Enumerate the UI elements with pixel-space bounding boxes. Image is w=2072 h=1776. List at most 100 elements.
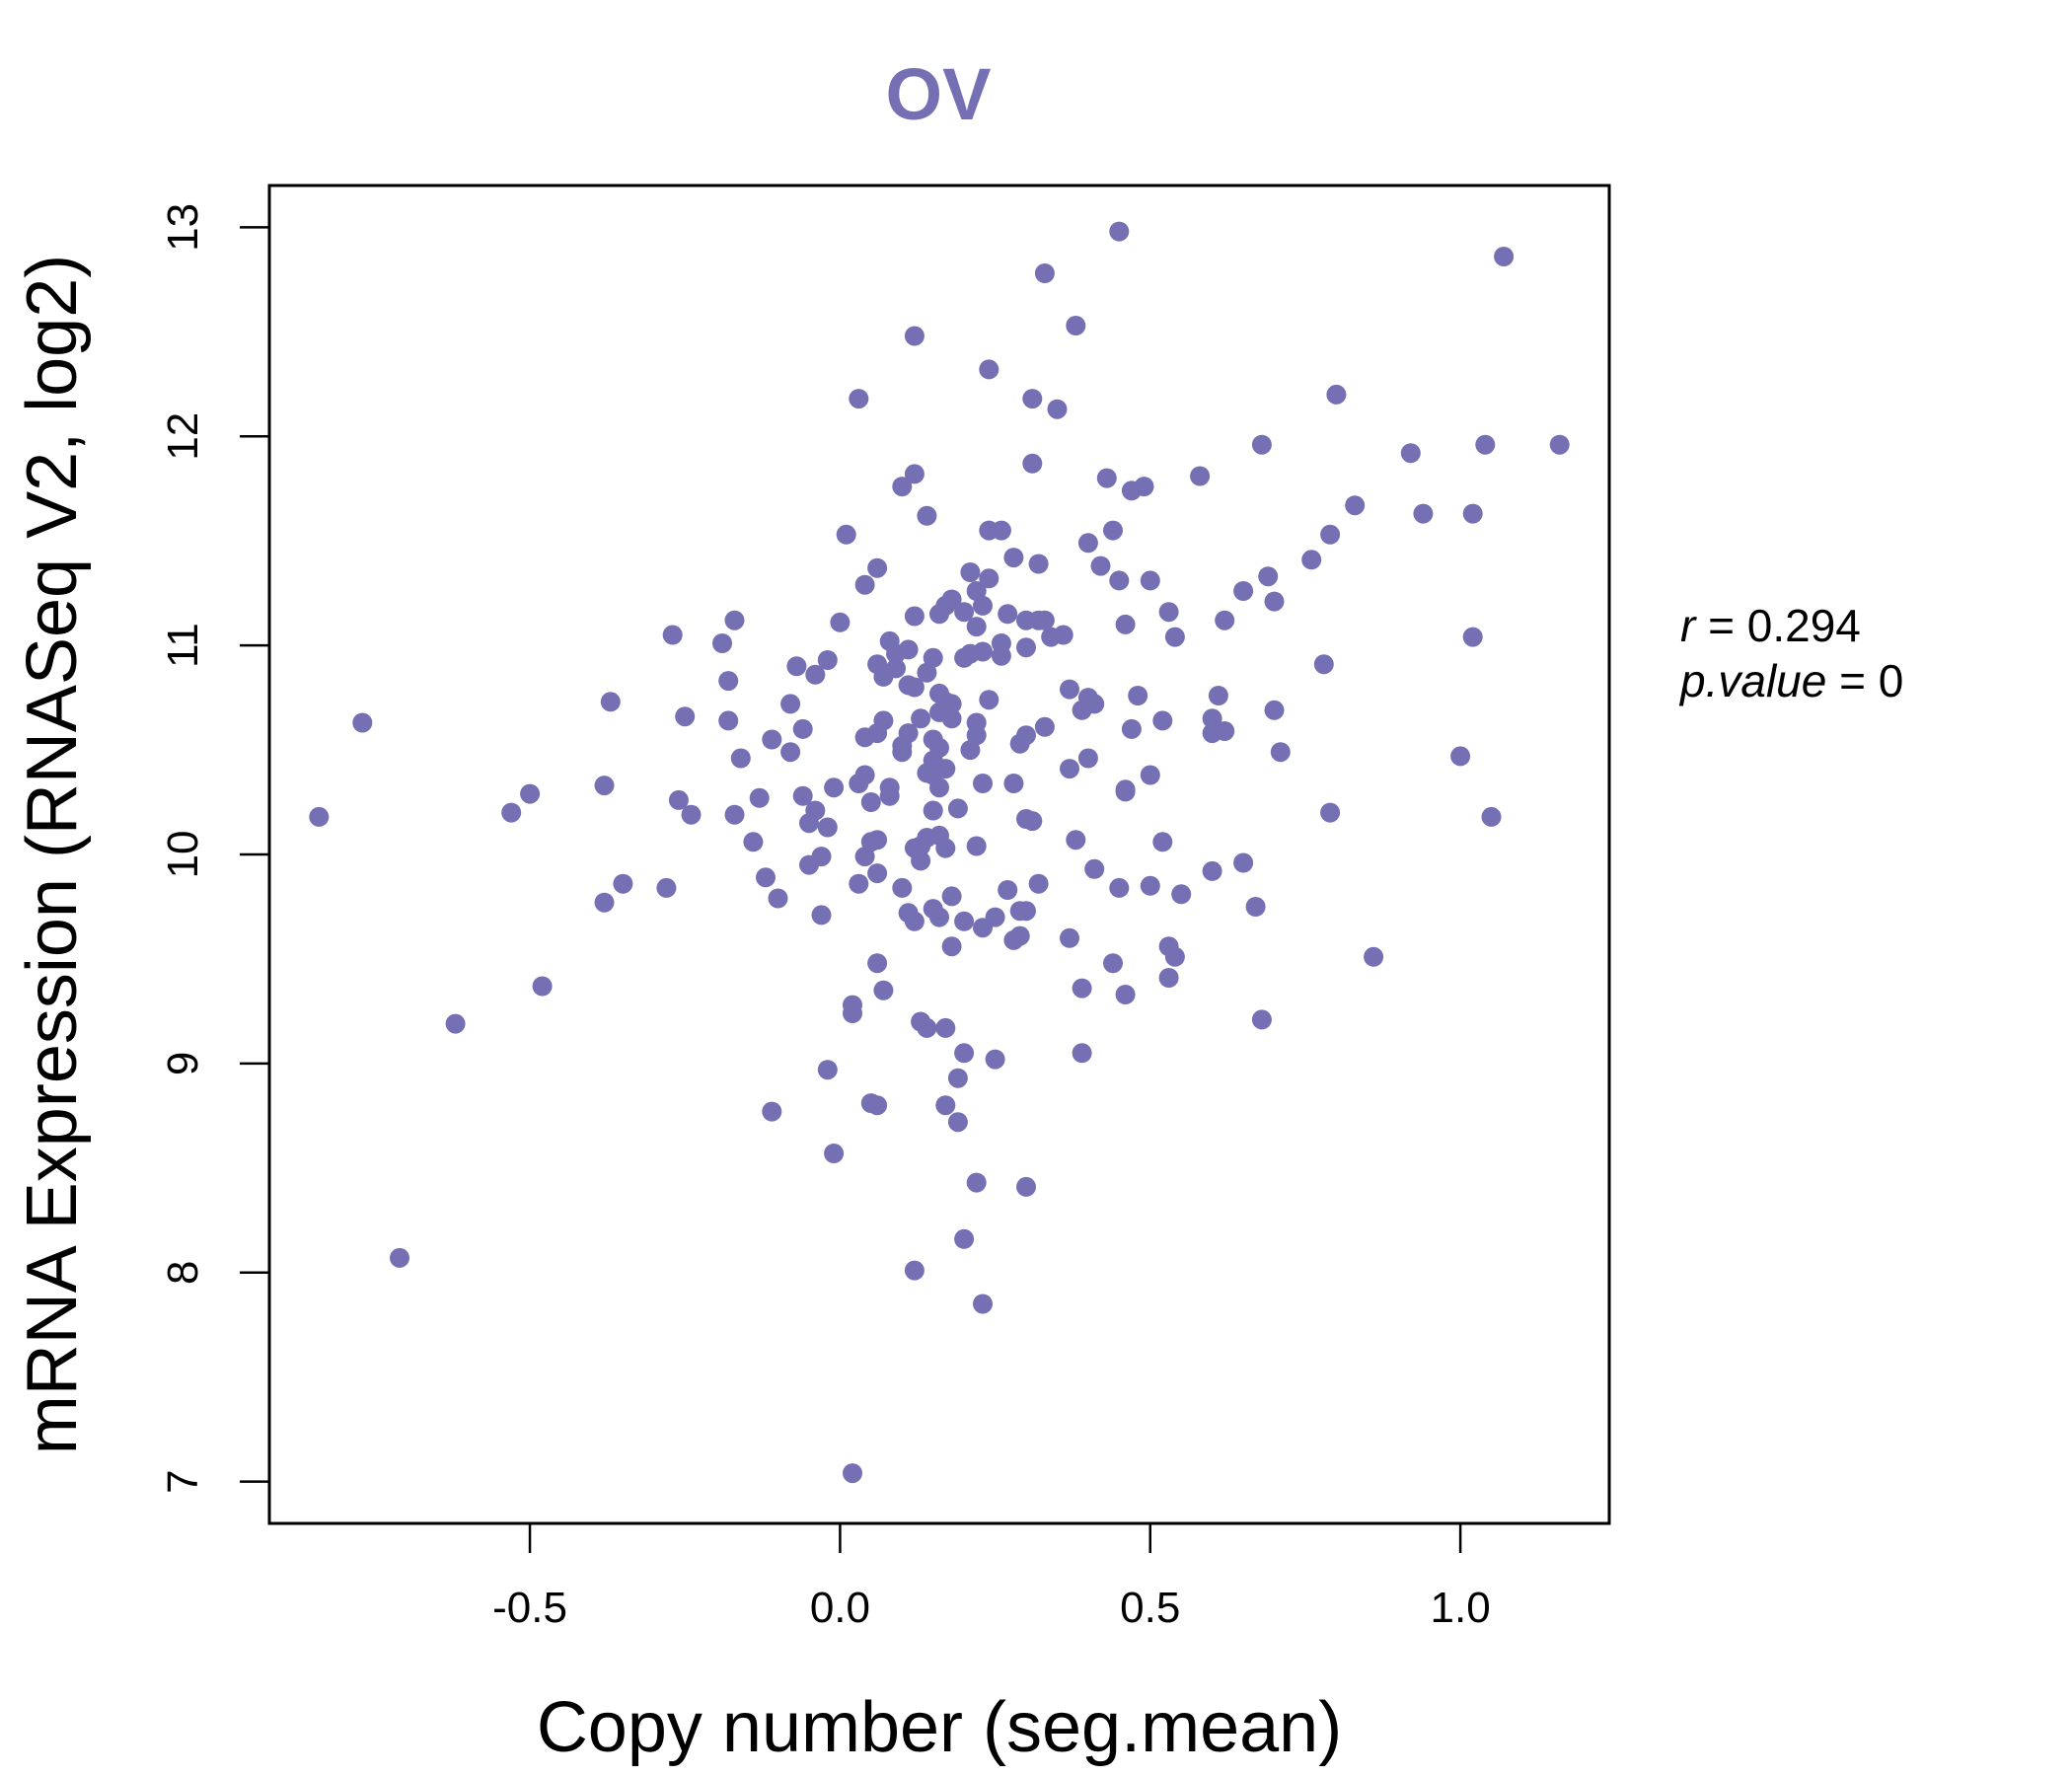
data-point (1264, 591, 1285, 612)
data-point (973, 774, 993, 793)
data-point (309, 806, 330, 827)
data-point (966, 617, 987, 637)
data-point (849, 389, 869, 409)
data-point (941, 708, 962, 729)
data-point (1084, 858, 1105, 879)
data-point (1326, 384, 1347, 405)
data-point (1215, 610, 1235, 630)
data-point (1158, 968, 1179, 988)
chart-title: OV (886, 53, 992, 135)
x-axis: -0.5 0.0 0.5 1.0 (492, 1521, 1491, 1632)
y-tick-label: 13 (159, 203, 207, 252)
data-point (1245, 897, 1266, 917)
data-point (805, 800, 826, 821)
data-point (954, 1043, 975, 1064)
points-layer (309, 221, 1570, 1484)
data-point (873, 710, 894, 731)
data-point (724, 804, 745, 825)
data-point (917, 1017, 937, 1038)
data-point (904, 326, 925, 346)
y-tick-label: 10 (159, 831, 207, 879)
data-point (1003, 548, 1024, 568)
data-point (1301, 550, 1322, 570)
data-point (817, 1060, 838, 1080)
data-point (1096, 468, 1117, 488)
data-point (935, 1017, 956, 1038)
data-point (843, 1003, 862, 1023)
data-point (879, 777, 900, 798)
data-point (1462, 627, 1483, 647)
svg-text:r = 0.294: r = 0.294 (1680, 600, 1861, 651)
data-point (911, 708, 931, 729)
data-point (854, 765, 875, 785)
data-point (1109, 570, 1130, 591)
data-point (1066, 316, 1086, 335)
p-equals: = (1826, 655, 1878, 706)
data-point (867, 830, 888, 851)
data-point (824, 1144, 845, 1163)
data-point (1270, 742, 1291, 763)
data-point (979, 568, 999, 589)
data-point (1128, 686, 1148, 705)
p-symbol: p.value (1678, 655, 1826, 706)
data-point (1364, 946, 1384, 967)
data-point (935, 1095, 956, 1116)
data-point (1215, 721, 1235, 741)
data-point (1009, 925, 1030, 946)
data-point (973, 641, 993, 662)
data-point (849, 873, 869, 894)
data-point (613, 873, 633, 894)
data-point (923, 647, 943, 668)
data-point (520, 783, 541, 804)
data-point (991, 633, 1011, 653)
data-point (792, 718, 813, 739)
data-point (743, 832, 764, 852)
data-point (1115, 985, 1136, 1004)
data-point (749, 787, 770, 808)
data-point (1134, 477, 1154, 497)
data-point (830, 612, 851, 632)
data-point (1549, 434, 1570, 455)
data-point (929, 777, 949, 798)
data-point (817, 650, 838, 670)
data-point (935, 838, 956, 858)
data-point (947, 1112, 968, 1133)
data-point (1233, 852, 1254, 873)
data-point (941, 936, 962, 957)
data-point (929, 907, 949, 927)
data-point (998, 604, 1018, 625)
data-point (1047, 399, 1068, 419)
data-point (1164, 946, 1185, 967)
data-point (929, 737, 949, 758)
data-point (792, 785, 813, 806)
data-point (1022, 811, 1043, 832)
data-point (873, 980, 894, 1000)
data-point (662, 625, 683, 645)
data-point (1109, 221, 1130, 242)
data-point (1208, 686, 1228, 705)
data-point (966, 836, 987, 856)
data-point (1121, 718, 1142, 739)
data-point (1034, 716, 1055, 737)
data-point (445, 1013, 466, 1034)
data-point (1115, 779, 1136, 800)
data-point (867, 557, 888, 578)
data-point (718, 671, 739, 692)
data-point (1028, 873, 1049, 894)
data-point (1320, 524, 1341, 545)
data-point (991, 520, 1011, 541)
data-point (768, 888, 788, 909)
data-point (1103, 953, 1123, 974)
correlation-stats: r = 0.294 p.value = 0 (1678, 600, 1903, 706)
x-tick-label: 0.5 (1120, 1584, 1180, 1632)
data-point (860, 792, 881, 812)
y-tick-label: 7 (159, 1469, 207, 1493)
data-point (1066, 830, 1086, 851)
data-point (941, 589, 962, 610)
data-point (681, 804, 702, 825)
data-point (656, 877, 677, 898)
data-point (1481, 806, 1502, 827)
data-point (911, 851, 931, 871)
data-point (954, 911, 975, 931)
